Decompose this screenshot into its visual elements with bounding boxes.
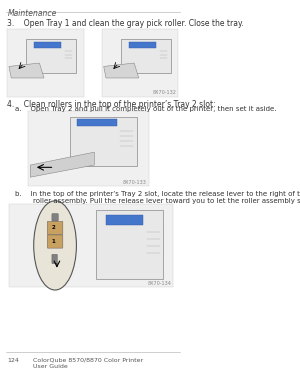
Text: 2: 2 [51,225,55,230]
FancyBboxPatch shape [70,117,136,166]
Text: 8X70-134: 8X70-134 [148,281,172,286]
FancyBboxPatch shape [34,42,61,48]
Text: 4.    Clean rollers in the top of the printer’s Tray 2 slot:: 4. Clean rollers in the top of the print… [8,100,216,109]
FancyBboxPatch shape [8,29,84,97]
FancyBboxPatch shape [47,235,63,248]
Text: 8X70-133: 8X70-133 [123,180,147,185]
Text: ColorQube 8570/8870 Color Printer: ColorQube 8570/8870 Color Printer [33,358,144,363]
Text: 3.    Open Tray 1 and clean the gray pick roller. Close the tray.: 3. Open Tray 1 and clean the gray pick r… [8,19,244,28]
FancyBboxPatch shape [121,39,171,73]
Circle shape [34,201,76,290]
Text: Maintenance: Maintenance [8,9,57,17]
FancyBboxPatch shape [9,204,173,287]
FancyBboxPatch shape [52,255,57,264]
FancyBboxPatch shape [47,221,63,234]
Polygon shape [9,63,44,78]
FancyBboxPatch shape [26,39,76,73]
Text: 8X70-132: 8X70-132 [153,90,176,95]
Polygon shape [30,152,94,177]
FancyBboxPatch shape [96,210,164,279]
FancyBboxPatch shape [106,215,143,225]
Text: 124: 124 [8,358,19,363]
FancyBboxPatch shape [52,213,58,221]
Text: b.    In the top of the printer’s Tray 2 slot, locate the release lever to the r: b. In the top of the printer’s Tray 2 sl… [15,191,300,204]
FancyBboxPatch shape [129,42,156,48]
FancyBboxPatch shape [102,29,178,97]
Text: User Guide: User Guide [33,364,68,369]
Text: a.    Open Tray 2 and pull it completely out of the printer, then set it aside.: a. Open Tray 2 and pull it completely ou… [15,106,276,111]
Text: 1: 1 [51,239,55,244]
FancyBboxPatch shape [77,119,117,126]
Polygon shape [104,63,139,78]
FancyBboxPatch shape [28,111,148,186]
